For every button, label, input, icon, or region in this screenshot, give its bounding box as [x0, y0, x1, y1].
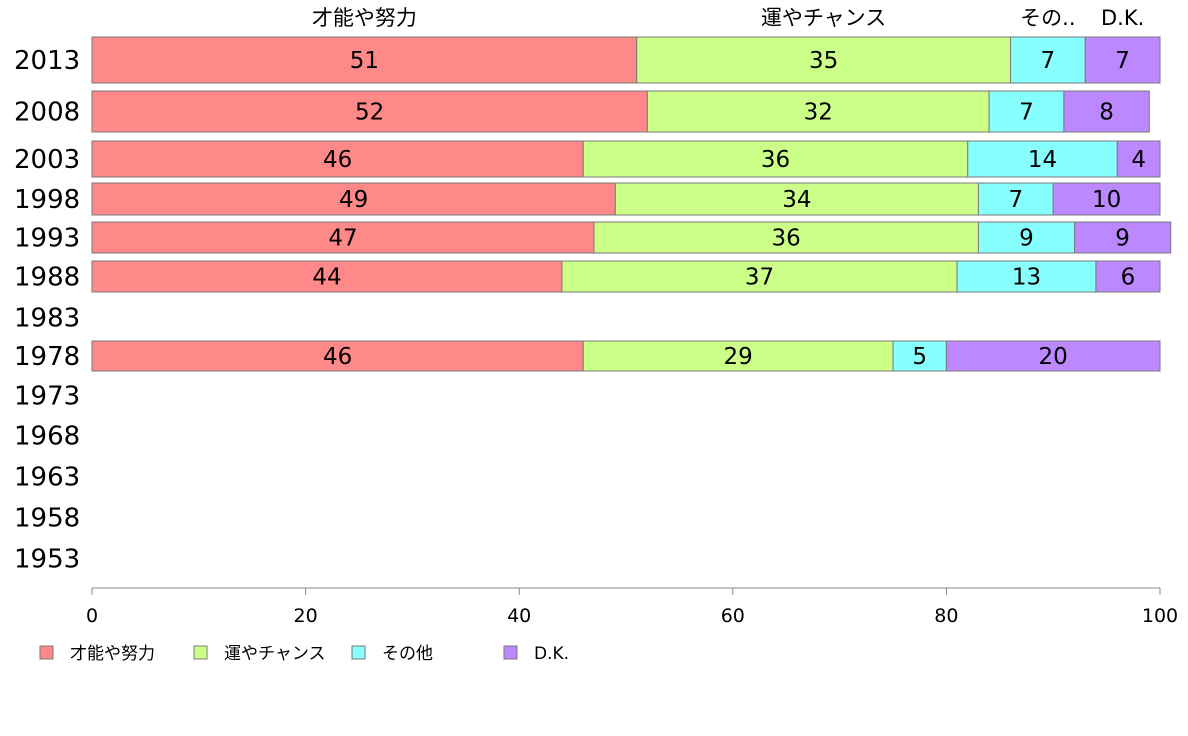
bar-value-label: 29	[723, 344, 752, 370]
legend-swatch	[351, 645, 366, 660]
bar-segment	[91, 140, 584, 178]
year-label: 1993	[14, 224, 80, 254]
bar-value-label: 7	[1008, 187, 1023, 213]
bar-segment	[892, 340, 947, 372]
x-tick-label: 100	[1142, 605, 1178, 627]
legend-swatch	[503, 645, 518, 660]
year-label: 1978	[14, 342, 80, 372]
bar-value-label: 4	[1131, 147, 1146, 173]
bar-value-label: 7	[1115, 48, 1130, 74]
series-header: 運やチャンス	[761, 6, 886, 30]
bar-value-label: 20	[1039, 344, 1068, 370]
bar-value-label: 14	[1028, 147, 1057, 173]
bar-segment	[1084, 36, 1161, 84]
bar-value-label: 13	[1012, 265, 1041, 291]
bar-segment	[636, 36, 1011, 84]
x-tick-label: 60	[721, 605, 745, 627]
bar-value-label: 7	[1019, 100, 1034, 126]
year-label: 2003	[14, 145, 80, 175]
legend-label: その他	[382, 644, 433, 664]
year-label: 2008	[14, 98, 80, 128]
x-tick-label: 40	[507, 605, 531, 627]
x-tick-label: 0	[86, 605, 98, 627]
legend-swatch	[39, 645, 54, 660]
bar-segment	[1052, 182, 1161, 216]
bar-segment	[1074, 221, 1172, 254]
bar-value-label: 9	[1115, 226, 1130, 252]
bar-value-label: 5	[912, 344, 927, 370]
x-axis: 0 20 40 60 80 100	[86, 587, 1178, 627]
bar-segment	[582, 140, 969, 178]
bar-value-label: 32	[804, 100, 833, 126]
year-label: 1988	[14, 263, 80, 293]
bar-value-label: 37	[745, 265, 774, 291]
series-headers: 才能や努力 運やチャンス その.. D.K.	[312, 6, 1144, 30]
bar-segment	[91, 260, 563, 293]
legend-label: 才能や努力	[70, 644, 155, 664]
series-header: 才能や努力	[312, 6, 417, 30]
legend-label: 運やチャンス	[224, 644, 326, 664]
bar-value-label: 10	[1092, 187, 1121, 213]
bar-value-label: 46	[323, 344, 352, 370]
bar-segment	[614, 182, 979, 216]
year-label: 1963	[14, 463, 80, 493]
bar-value-label: 36	[761, 147, 790, 173]
bar-segment	[91, 340, 584, 372]
year-labels: 2013 2008 2003 1998 1993 1988 1983 1978 1973 1968…	[14, 46, 80, 575]
bar-segment	[1116, 140, 1161, 178]
bar-value-label: 9	[1019, 226, 1034, 252]
bar-value-label: 6	[1121, 265, 1136, 291]
year-label: 2013	[14, 46, 80, 76]
series-header: D.K.	[1101, 6, 1144, 30]
bar-segment	[1009, 36, 1086, 84]
x-tick-label: 80	[934, 605, 958, 627]
bar-value-label: 7	[1041, 48, 1056, 74]
bar-value-label: 47	[328, 226, 357, 252]
bar-segment	[945, 340, 1161, 372]
bar-value-label: 8	[1099, 100, 1114, 126]
bar-value-label: 52	[355, 100, 384, 126]
bar-value-label: 51	[350, 48, 379, 74]
bar-segment	[956, 260, 1097, 293]
x-tick-label: 20	[294, 605, 318, 627]
bar-value-label: 46	[323, 147, 352, 173]
year-label: 1953	[14, 545, 80, 575]
bar-segment	[977, 221, 1076, 254]
bar-value-label: 36	[772, 226, 801, 252]
bar-segment	[91, 90, 648, 133]
bar-value-label: 34	[782, 187, 811, 213]
year-label: 1983	[14, 304, 80, 334]
legend-label: D.K.	[534, 644, 569, 664]
bar-segment	[1063, 90, 1150, 133]
legend-swatch	[193, 645, 208, 660]
bar-segment	[593, 221, 979, 254]
year-label: 1958	[14, 504, 80, 534]
year-label: 1968	[14, 422, 80, 452]
bar-segment	[1095, 260, 1161, 293]
series-header: その..	[1020, 6, 1075, 30]
legend: 才能や努力 運やチャンス その他 D.K.	[39, 644, 569, 664]
year-label: 1998	[14, 185, 80, 215]
bar-segment	[91, 182, 616, 216]
bar-value-label: 49	[339, 187, 368, 213]
bar-segment	[561, 260, 958, 293]
bar-value-label: 35	[809, 48, 838, 74]
bar-segment	[91, 221, 595, 254]
bar-segment	[988, 90, 1065, 133]
year-label: 1973	[14, 382, 80, 412]
bar-segment	[646, 90, 990, 133]
bar-segment	[91, 36, 638, 84]
bar-value-label: 44	[312, 265, 341, 291]
